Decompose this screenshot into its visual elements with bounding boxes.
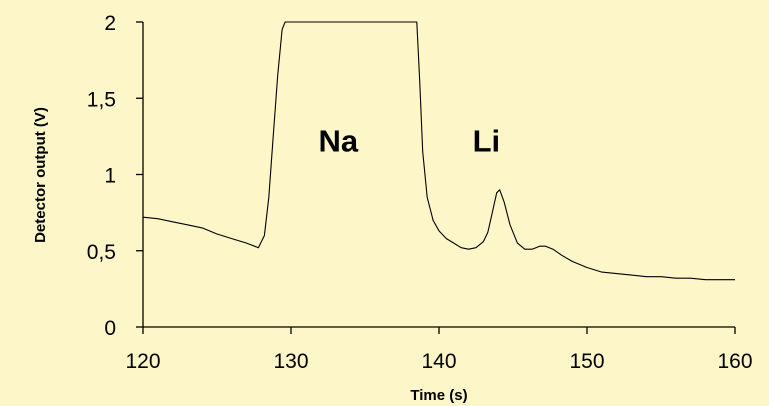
y-tick-label: 1: [104, 165, 116, 188]
peak-annotation: Na: [319, 124, 359, 159]
y-tick-label: 2: [104, 12, 116, 35]
x-tick-label: 140: [421, 350, 456, 373]
x-tick-label: 150: [569, 350, 604, 373]
y-tick-label: 0: [104, 317, 116, 340]
x-tick-label: 120: [125, 350, 160, 373]
plot-area: [142, 21, 735, 281]
x-axis-label: Time (s): [410, 387, 467, 404]
axis-ticks: 120 130 140 150 160 0 0,5 1 1,5 2: [87, 12, 753, 373]
peak-annotation: Li: [473, 124, 501, 159]
y-tick-label: 0,5: [87, 241, 116, 264]
y-axis-label: Detector output (V): [32, 107, 49, 243]
series-line: [142, 21, 735, 281]
y-tick-label: 1,5: [87, 88, 116, 111]
x-tick-label: 160: [717, 350, 752, 373]
annotations: Na Li: [319, 124, 501, 159]
x-tick-label: 130: [273, 350, 308, 373]
